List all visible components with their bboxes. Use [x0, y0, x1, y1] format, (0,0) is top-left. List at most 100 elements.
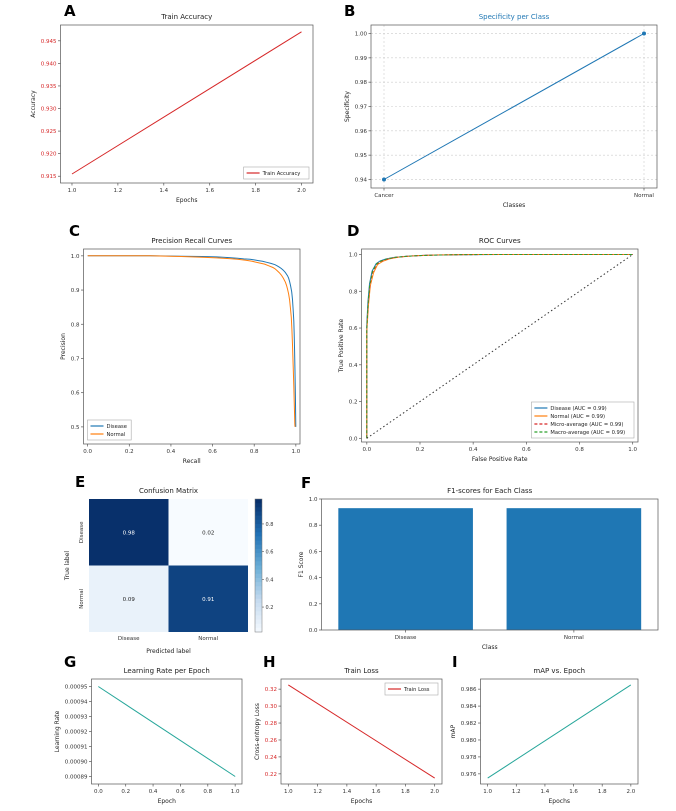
svg-text:0.986: 0.986	[461, 687, 477, 693]
svg-text:Train Accuracy: Train Accuracy	[160, 13, 212, 21]
svg-text:Normal: Normal	[107, 432, 126, 438]
svg-text:Cross-entropy Loss: Cross-entropy Loss	[254, 703, 261, 760]
svg-text:0.26: 0.26	[265, 738, 278, 744]
svg-text:0.6: 0.6	[309, 549, 318, 555]
svg-text:0.7: 0.7	[71, 356, 80, 362]
svg-text:Class: Class	[482, 644, 498, 651]
panel-label-a: A	[64, 2, 76, 20]
panel-label-b: B	[344, 2, 356, 20]
svg-text:0.0: 0.0	[362, 447, 371, 453]
chart-precision-recall: 0.5 0.6 0.7 0.8 0.9 1.0 0.0 0.2 0.4 0.6 0.8 1.0 Reca…	[60, 237, 301, 465]
svg-text:1.2: 1.2	[313, 789, 322, 795]
svg-text:Precision Recall Curves: Precision Recall Curves	[151, 237, 232, 245]
svg-text:1.4: 1.4	[342, 789, 351, 795]
svg-text:0.98: 0.98	[355, 80, 368, 86]
svg-text:Confusion Matrix: Confusion Matrix	[139, 487, 198, 495]
svg-text:1.0: 1.0	[309, 497, 318, 503]
svg-text:Train Accuracy: Train Accuracy	[262, 171, 301, 177]
svg-text:Train Loss: Train Loss	[343, 667, 379, 675]
panel-label-i: I	[452, 653, 458, 671]
svg-text:0.8: 0.8	[349, 289, 358, 295]
svg-text:0.4: 0.4	[349, 363, 358, 369]
panel-label-h: H	[263, 653, 276, 671]
svg-text:0.97: 0.97	[355, 105, 368, 111]
svg-text:0.00090: 0.00090	[65, 760, 88, 766]
svg-text:0.9: 0.9	[71, 288, 80, 294]
svg-text:0.09: 0.09	[123, 597, 136, 603]
svg-text:False Positive Rate: False Positive Rate	[472, 456, 528, 463]
svg-text:0.00095: 0.00095	[65, 685, 88, 691]
svg-text:0.5: 0.5	[71, 425, 80, 431]
svg-text:Recall: Recall	[183, 458, 201, 465]
svg-text:0.4: 0.4	[167, 449, 176, 455]
svg-text:0.4: 0.4	[309, 576, 318, 582]
svg-text:0.980: 0.980	[461, 738, 477, 744]
svg-text:0.8: 0.8	[266, 522, 274, 528]
panel-label-d: D	[347, 222, 360, 240]
chart-map-epoch: 0.976 0.978 0.980 0.982 0.984 0.986 1.0 1.2 1.4 1…	[450, 667, 639, 805]
svg-text:0.982: 0.982	[461, 721, 477, 727]
svg-text:0.28: 0.28	[265, 721, 278, 727]
svg-text:0.978: 0.978	[461, 755, 477, 761]
svg-text:0.96: 0.96	[355, 129, 368, 135]
svg-text:F1-scores for Each Class: F1-scores for Each Class	[447, 487, 533, 495]
svg-text:0.2: 0.2	[121, 789, 130, 795]
svg-text:0.24: 0.24	[265, 755, 278, 761]
svg-text:Normal: Normal	[198, 636, 218, 642]
svg-text:0.0: 0.0	[94, 789, 103, 795]
svg-text:Accuracy: Accuracy	[30, 90, 37, 118]
svg-text:0.920: 0.920	[41, 152, 57, 158]
svg-text:0.2: 0.2	[125, 449, 134, 455]
svg-text:Precision: Precision	[60, 333, 67, 360]
svg-text:1.4: 1.4	[541, 789, 550, 795]
svg-text:0.6: 0.6	[176, 789, 185, 795]
svg-text:Predicted label: Predicted label	[146, 648, 191, 655]
chart-learning-rate: 0.00089 0.00090 0.00091 0.00092 0.00093 0.000…	[54, 667, 243, 805]
svg-text:0.930: 0.930	[41, 107, 57, 113]
svg-text:True Positive Rate: True Positive Rate	[338, 318, 345, 373]
svg-text:0.32: 0.32	[265, 687, 277, 693]
svg-text:F1 Score: F1 Score	[298, 551, 305, 577]
chart-train-accuracy: 0.915 0.920 0.925 0.930 0.935 0.940 0.945 1.0 1.…	[30, 13, 314, 204]
panel-label-f: F	[301, 474, 312, 492]
svg-text:0.02: 0.02	[202, 530, 214, 536]
svg-text:0.984: 0.984	[461, 704, 477, 710]
svg-text:Epochs: Epochs	[351, 798, 373, 805]
svg-text:mAP vs. Epoch: mAP vs. Epoch	[533, 667, 585, 675]
svg-text:0.8: 0.8	[309, 523, 318, 529]
svg-text:0.6: 0.6	[266, 550, 274, 556]
svg-text:0.8: 0.8	[250, 449, 259, 455]
svg-text:1.0: 1.0	[284, 789, 293, 795]
svg-text:ROC Curves: ROC Curves	[479, 237, 521, 245]
svg-text:0.30: 0.30	[265, 704, 278, 710]
svg-text:0.0: 0.0	[83, 449, 92, 455]
panel-label-g: G	[64, 653, 77, 671]
svg-text:Normal (AUC = 0.99): Normal (AUC = 0.99)	[550, 414, 605, 420]
svg-text:0.925: 0.925	[41, 129, 57, 135]
svg-text:0.2: 0.2	[309, 602, 318, 608]
svg-text:1.6: 1.6	[372, 789, 381, 795]
svg-text:Specificity per Class: Specificity per Class	[479, 13, 550, 21]
svg-text:1.8: 1.8	[251, 188, 260, 194]
svg-text:0.0: 0.0	[349, 436, 358, 442]
svg-text:0.00092: 0.00092	[65, 730, 88, 736]
svg-text:0.4: 0.4	[469, 447, 478, 453]
svg-text:True label: True label	[64, 551, 71, 581]
svg-text:0.4: 0.4	[266, 577, 274, 583]
svg-text:0.4: 0.4	[149, 789, 158, 795]
svg-text:Normal: Normal	[564, 635, 584, 641]
svg-text:Normal: Normal	[79, 588, 85, 608]
svg-text:1.0: 1.0	[628, 447, 637, 453]
svg-text:0.95: 0.95	[355, 153, 368, 159]
svg-text:2.0: 2.0	[430, 789, 439, 795]
svg-text:0.99: 0.99	[355, 56, 368, 62]
svg-text:0.935: 0.935	[41, 84, 57, 90]
svg-text:0.00093: 0.00093	[65, 715, 88, 721]
svg-text:1.4: 1.4	[159, 188, 168, 194]
panel-label-c: C	[69, 222, 81, 240]
svg-text:0.8: 0.8	[203, 789, 212, 795]
svg-text:Learning Rate: Learning Rate	[54, 710, 61, 752]
svg-text:1.8: 1.8	[598, 789, 607, 795]
chart-f1-scores: 0.0 0.2 0.4 0.6 0.8 1.0 Disease Normal Class F1 S…	[298, 487, 659, 651]
